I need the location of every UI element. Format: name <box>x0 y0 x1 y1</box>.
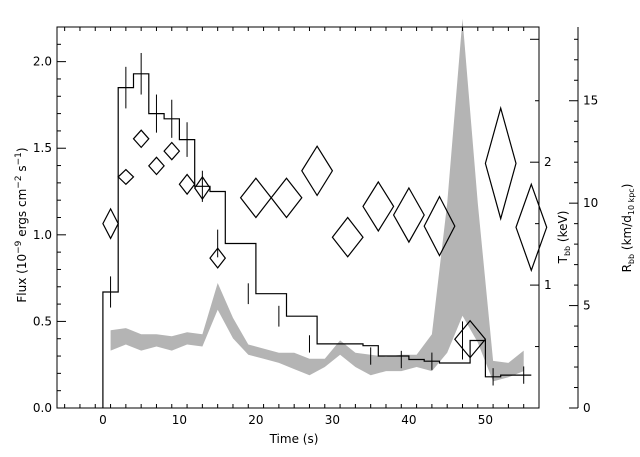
temperature-diamond <box>270 177 303 219</box>
flux-label-exp1: −9 <box>14 240 24 254</box>
temperature-diamond <box>117 168 135 186</box>
temperature-diamond <box>301 145 334 197</box>
t-label-main: T <box>556 255 570 264</box>
flux-tick-label: 1.5 <box>33 141 52 155</box>
x-tick-label: 40 <box>401 413 416 427</box>
temperature-diamond <box>392 186 425 244</box>
flux-tick-label: 0.0 <box>33 401 52 415</box>
temperature-diamond <box>362 180 395 233</box>
flux-tick-label: 0.5 <box>33 314 52 328</box>
flux-label-part3: s <box>15 165 29 175</box>
temperature-diamond <box>178 173 196 196</box>
y-axis-label-radius: Rbb (km/d10 kpc) <box>620 184 636 273</box>
y-axis-label-temperature: Tbb (keV) <box>556 211 572 265</box>
r-label-sub2: 10 kpc <box>627 188 636 215</box>
flux-error-bars-layer <box>110 52 525 386</box>
r-label-end: ) <box>620 184 634 189</box>
x-tick-label: 10 <box>172 413 187 427</box>
x-tick-label: 30 <box>325 413 340 427</box>
flux-label-exp3: −1 <box>14 152 24 165</box>
r-label-mid: (km/d <box>620 215 634 254</box>
temperature-diamond <box>239 177 272 219</box>
flux-histogram-layer <box>102 73 532 409</box>
temperature-diamond <box>515 182 548 273</box>
temperature-diamonds-layer <box>102 105 548 359</box>
radius-tick-label: 15 <box>583 94 598 108</box>
y-axis-label-flux: Flux (10−9 ergs cm−2 s−1) <box>14 147 29 302</box>
temperature-diamond <box>209 247 227 269</box>
radius-tick-label: 0 <box>583 401 591 415</box>
temperature-diamond <box>454 319 487 359</box>
radius-tick-label: 10 <box>583 196 598 210</box>
temperature-diamond <box>484 105 517 221</box>
r-label-sub: bb <box>627 254 636 264</box>
temperature-diamond <box>193 175 211 201</box>
x-tick-label: 0 <box>99 413 107 427</box>
temperature-diamond <box>331 216 364 258</box>
temperature-tick-label: 2 <box>544 155 552 169</box>
flux-label-part4: ) <box>15 147 29 152</box>
flux-label-exp2: −2 <box>14 175 24 188</box>
temperature-diamond <box>423 195 456 257</box>
x-axis-label: Time (s) <box>269 432 319 446</box>
temperature-tick-label: 1 <box>544 278 552 292</box>
temperature-diamond <box>132 129 150 149</box>
t-label-end: (keV) <box>556 211 570 246</box>
radius-band-layer <box>110 18 524 382</box>
t-label-sub: bb <box>563 246 572 256</box>
temperature-diamond <box>102 207 119 240</box>
flux-histogram-line <box>102 73 532 409</box>
flux-tick-label: 1.0 <box>33 228 52 242</box>
temperature-diamond <box>163 141 181 161</box>
r-label-main: R <box>620 264 634 272</box>
temperature-diamond <box>147 156 165 176</box>
flux-label-part1: Flux (10 <box>15 254 29 303</box>
x-tick-label: 50 <box>478 413 493 427</box>
radius-band <box>110 18 524 382</box>
flux-label-part2: ergs cm <box>15 189 29 241</box>
flux-tick-label: 2.0 <box>33 55 52 69</box>
radius-tick-label: 5 <box>583 299 591 313</box>
x-tick-label: 20 <box>248 413 263 427</box>
